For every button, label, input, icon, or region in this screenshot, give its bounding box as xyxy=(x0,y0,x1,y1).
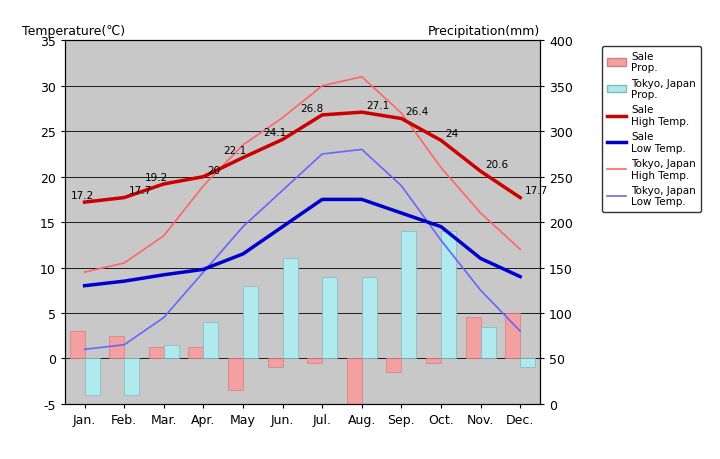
Text: 20: 20 xyxy=(207,165,221,175)
Bar xyxy=(124,358,139,395)
Bar xyxy=(441,232,456,358)
Text: Precipitation(mm): Precipitation(mm) xyxy=(428,25,540,38)
Text: 19.2: 19.2 xyxy=(144,173,168,182)
Text: 22.1: 22.1 xyxy=(223,146,247,156)
Bar xyxy=(520,358,535,368)
Bar xyxy=(401,232,416,358)
Bar xyxy=(361,277,377,358)
Bar xyxy=(163,345,179,358)
Text: 20.6: 20.6 xyxy=(485,160,508,170)
Text: 26.4: 26.4 xyxy=(405,107,429,117)
Bar xyxy=(426,358,441,363)
Legend: Sale
Prop., Tokyo, Japan
Prop., Sale
High Temp., Sale
Low Temp., Tokyo, Japan
Hi: Sale Prop., Tokyo, Japan Prop., Sale Hig… xyxy=(602,46,701,212)
Text: 24.1: 24.1 xyxy=(263,128,287,138)
Bar xyxy=(282,259,297,358)
Bar xyxy=(307,358,322,363)
Bar xyxy=(387,358,402,372)
Bar xyxy=(228,358,243,390)
Text: 17.7: 17.7 xyxy=(524,186,548,196)
Bar xyxy=(70,331,85,358)
Bar xyxy=(505,313,520,358)
Bar xyxy=(268,358,282,368)
Bar xyxy=(322,277,337,358)
Bar xyxy=(85,358,99,395)
Text: 17.7: 17.7 xyxy=(128,186,152,196)
Bar xyxy=(243,286,258,358)
Bar xyxy=(149,348,164,358)
Text: 27.1: 27.1 xyxy=(366,101,390,111)
Bar xyxy=(203,322,218,358)
Bar xyxy=(480,327,495,358)
Bar xyxy=(189,348,203,358)
Text: Temperature(℃): Temperature(℃) xyxy=(22,25,125,38)
Text: 17.2: 17.2 xyxy=(71,190,94,201)
Text: 26.8: 26.8 xyxy=(300,104,323,113)
Bar xyxy=(466,318,481,358)
Bar xyxy=(347,358,361,404)
Text: 24: 24 xyxy=(445,129,459,139)
Bar xyxy=(109,336,124,358)
